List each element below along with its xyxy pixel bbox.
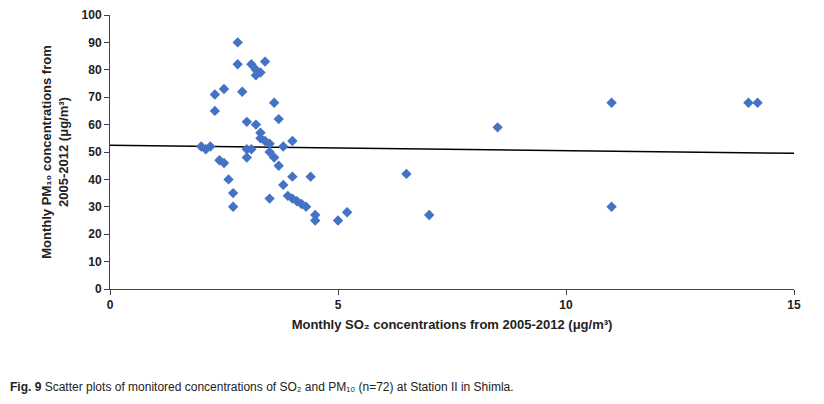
svg-text:30: 30 — [88, 200, 102, 214]
svg-text:80: 80 — [88, 63, 102, 77]
svg-text:0: 0 — [95, 282, 102, 296]
svg-text:100: 100 — [82, 8, 102, 22]
svg-text:20: 20 — [88, 227, 102, 241]
svg-text:Monthly SO₂ concentrations fro: Monthly SO₂ concentrations from 2005-201… — [292, 317, 613, 332]
svg-text:5: 5 — [335, 298, 342, 312]
svg-text:0: 0 — [107, 298, 114, 312]
svg-text:60: 60 — [88, 118, 102, 132]
svg-text:Monthly PM₁₀ concentrations fr: Monthly PM₁₀ concentrations from2005-201… — [39, 45, 71, 258]
svg-text:70: 70 — [88, 90, 102, 104]
svg-text:40: 40 — [88, 173, 102, 187]
svg-text:90: 90 — [88, 36, 102, 50]
svg-text:10: 10 — [88, 255, 102, 269]
svg-text:50: 50 — [88, 145, 102, 159]
svg-text:15: 15 — [787, 298, 801, 312]
svg-text:Fig. 9 Scatter plots of monito: Fig. 9 Scatter plots of monitored concen… — [10, 380, 514, 394]
svg-text:10: 10 — [559, 298, 573, 312]
